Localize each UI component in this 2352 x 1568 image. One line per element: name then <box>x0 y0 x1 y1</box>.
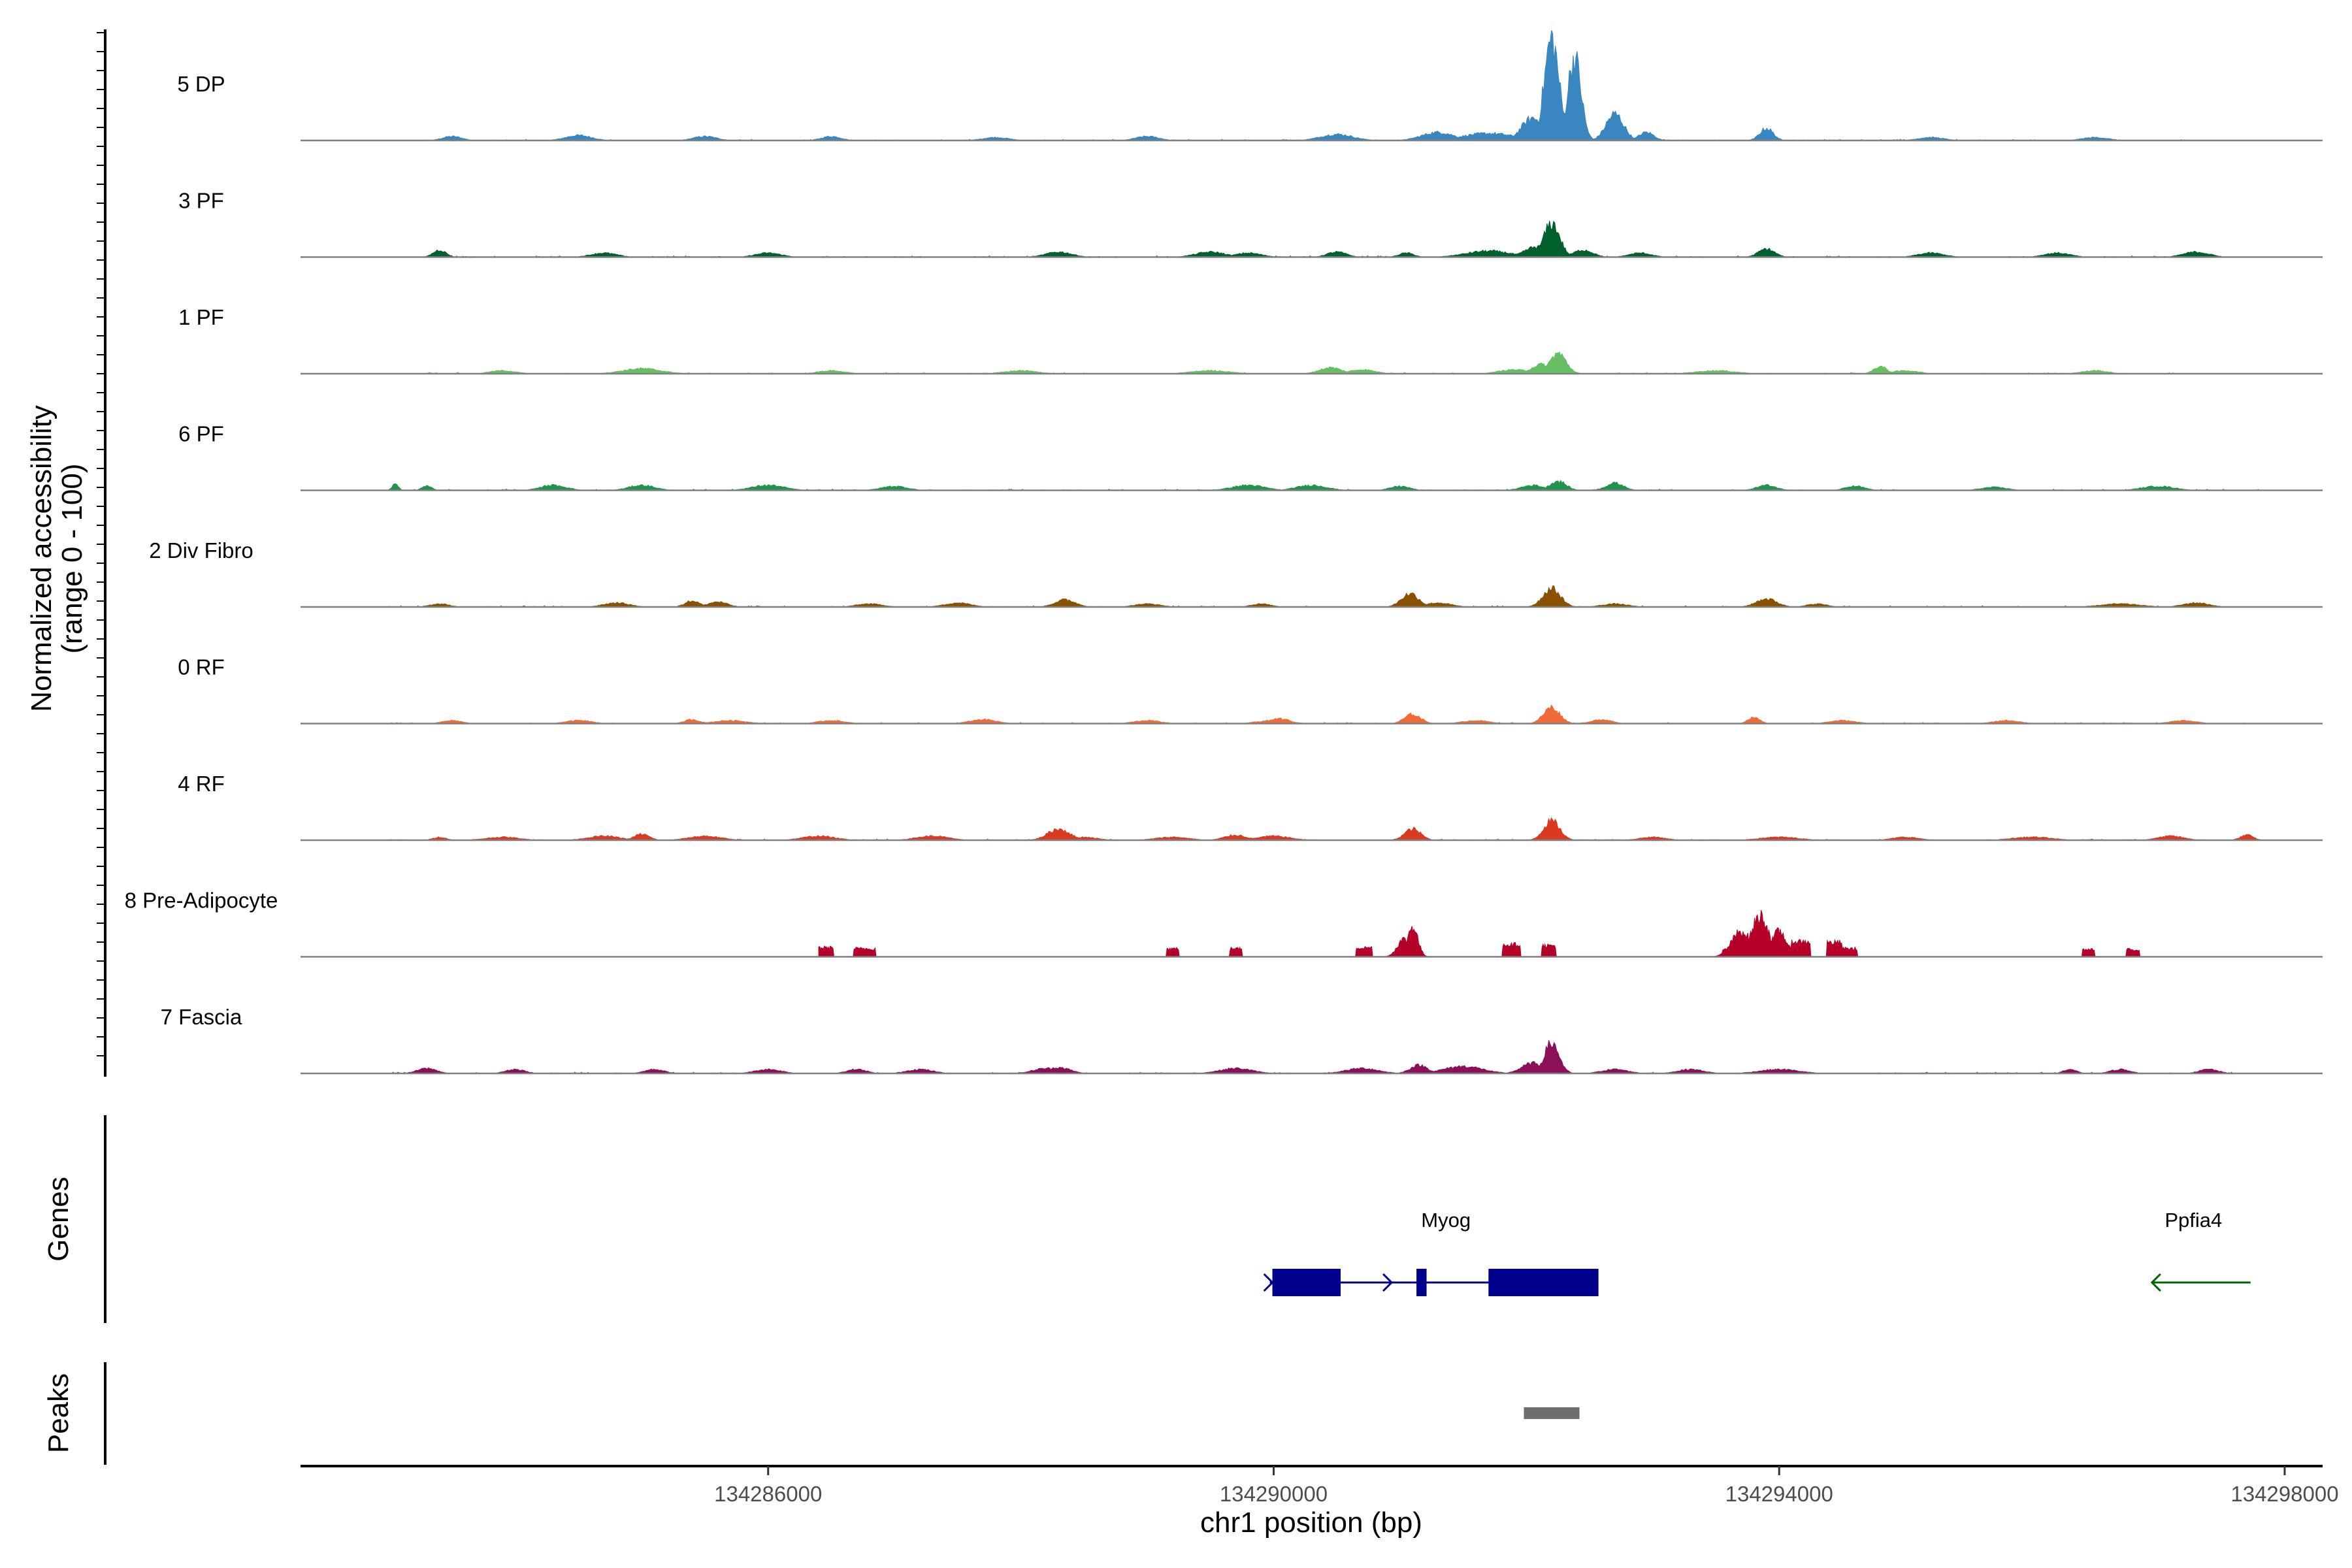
gene-exon <box>1416 1269 1427 1296</box>
track-label: 1 PF <box>178 305 224 329</box>
coverage-area <box>388 480 2261 491</box>
x-axis: 134286000 134290000 134294000 134298000 chr… <box>301 1465 2339 1539</box>
coverage-area <box>388 585 2234 608</box>
gene-models: Myog Ppfia4 <box>1263 1209 2251 1296</box>
coverage-area <box>389 817 2260 841</box>
track-label: 2 Div Fibro <box>149 538 253 563</box>
coverage-area <box>818 909 2159 957</box>
track-label: 4 RF <box>178 772 225 796</box>
coverage-area <box>414 351 2234 374</box>
coverage-track: 1 PF <box>178 305 2323 375</box>
x-tick-label: 134290000 <box>1220 1482 1328 1506</box>
coverage-track: 0 RF <box>178 655 2323 725</box>
y-axis-title-line1: Normalized accessibility <box>25 405 57 711</box>
coverage-area <box>389 704 2247 725</box>
gene-label: Myog <box>1421 1209 1471 1232</box>
x-tick-label: 134286000 <box>714 1482 822 1506</box>
coverage-area <box>401 220 2234 258</box>
peaks-panel: Peaks <box>42 1362 1580 1465</box>
strand-arrow <box>2150 1273 2161 1292</box>
gene-exon <box>1488 1269 1599 1296</box>
genes-track-title: Genes <box>42 1177 74 1262</box>
x-tick-label: 134298000 <box>2230 1482 2338 1506</box>
gene-myog: Myog <box>1263 1209 1599 1296</box>
track-label: 5 DP <box>177 72 225 96</box>
coverage-track: 7 Fascia <box>161 1005 2323 1075</box>
coverage-tracks: 5 DP 3 PF 1 PF 6 PF 2 Div Fibro 0 RF 4 RF 8 Pre… <box>125 30 2323 1075</box>
y-axis-title-line2: (range 0 - 100) <box>56 463 88 653</box>
coverage-track: 3 PF <box>178 189 2323 258</box>
track-label: 6 PF <box>178 422 224 446</box>
genes-panel: Genes Myog Ppfia4 <box>42 1115 2251 1323</box>
peaks-track-title: Peaks <box>42 1373 74 1453</box>
peak-region <box>1524 1407 1580 1419</box>
gene-exon <box>1272 1269 1341 1296</box>
coverage-y-axis-ticks <box>97 32 105 1056</box>
coverage-track: 2 Div Fibro <box>149 538 2323 608</box>
coverage-panel: Normalized accessibility (range 0 - 100)… <box>25 29 2323 1077</box>
gene-ppfia4: Ppfia4 <box>2150 1209 2251 1292</box>
coverage-area <box>389 1040 2234 1074</box>
track-label: 3 PF <box>178 189 224 213</box>
coverage-track: 8 Pre-Adipocyte <box>125 889 2323 958</box>
coverage-area <box>401 30 2197 141</box>
track-label: 7 Fascia <box>161 1005 242 1029</box>
track-label: 8 Pre-Adipocyte <box>125 889 278 913</box>
x-axis-ticks: 134286000 134290000 134294000 134298000 <box>714 1466 2339 1506</box>
gene-label: Ppfia4 <box>2164 1209 2222 1232</box>
strand-arrow <box>1382 1273 1394 1292</box>
coverage-track: 5 DP <box>177 30 2323 142</box>
peak-regions <box>1524 1407 1580 1419</box>
x-tick-label: 134294000 <box>1725 1482 1833 1506</box>
strand-arrow <box>1263 1273 1274 1292</box>
track-label: 0 RF <box>178 655 225 679</box>
x-axis-title: chr1 position (bp) <box>1200 1507 1422 1539</box>
coverage-track: 4 RF <box>178 772 2323 841</box>
coverage-track: 6 PF <box>178 422 2323 491</box>
